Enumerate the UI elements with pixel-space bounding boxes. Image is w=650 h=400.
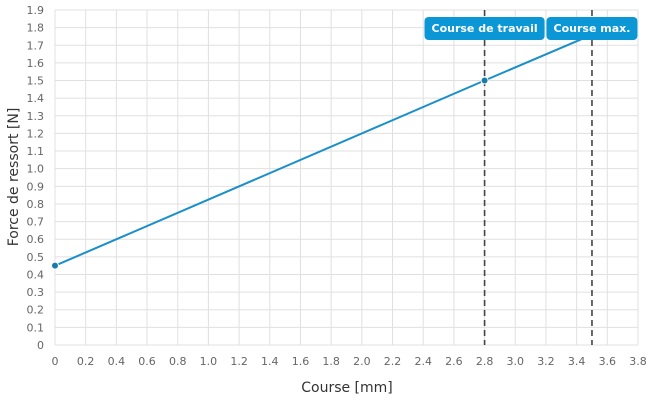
x-tick-label: 0.2 xyxy=(77,355,95,368)
y-tick-label: 1.0 xyxy=(27,163,45,176)
y-tick-label: 1.3 xyxy=(27,110,45,123)
x-tick-label: 3.6 xyxy=(599,355,617,368)
x-tick-label: 3.4 xyxy=(568,355,586,368)
y-tick-label: 1.4 xyxy=(27,92,45,105)
y-tick-label: 0.5 xyxy=(27,251,45,264)
x-tick-label: 2.6 xyxy=(445,355,463,368)
y-tick-label: 1.6 xyxy=(27,57,45,70)
y-tick-label: 0.4 xyxy=(27,268,45,281)
x-tick-label: 2.8 xyxy=(476,355,494,368)
callout: Course max. xyxy=(546,17,638,40)
x-tick-label: 3.8 xyxy=(629,355,647,368)
x-tick-label: 3.0 xyxy=(507,355,525,368)
callout-box xyxy=(424,17,545,40)
y-tick-label: 0.9 xyxy=(27,180,45,193)
y-tick-label: 0.6 xyxy=(27,233,45,246)
grid xyxy=(54,9,639,346)
y-tick-label: 1.7 xyxy=(27,39,45,52)
x-tick-label: 0.8 xyxy=(169,355,187,368)
y-tick-label: 0.2 xyxy=(27,304,45,317)
series xyxy=(51,33,593,270)
y-tick-label: 1.9 xyxy=(27,4,45,17)
data-point xyxy=(51,261,59,270)
x-tick-label: 1.4 xyxy=(261,355,279,368)
x-tick-label: 1.0 xyxy=(200,355,218,368)
y-tick-label: 0 xyxy=(37,339,44,352)
x-tick-label: 1.6 xyxy=(292,355,310,368)
y-tick-label: 1.8 xyxy=(27,22,45,35)
x-tick-label: 0.6 xyxy=(138,355,156,368)
y-tick-label: 1.5 xyxy=(27,75,45,88)
y-tick-label: 1.2 xyxy=(27,127,45,140)
x-tick-label: 1.2 xyxy=(230,355,248,368)
callouts: Course de travail Course max. xyxy=(424,17,638,40)
reference-lines xyxy=(483,10,593,345)
x-tick-label: 3.2 xyxy=(537,355,555,368)
y-tick-label: 0.7 xyxy=(27,216,45,229)
y-axis-ticks: 0 0.1 0.2 0.3 0.4 0.5 0.6 0.7 0.8 0.9 1.0 1.1 1.2 1.3… xyxy=(27,4,45,352)
x-tick-label: 0 xyxy=(52,355,59,368)
y-tick-label: 1.1 xyxy=(27,145,45,158)
x-tick-label: 1.8 xyxy=(322,355,340,368)
y-tick-label: 0.8 xyxy=(27,198,45,211)
x-tick-label: 2.4 xyxy=(414,355,432,368)
series-line xyxy=(54,33,593,267)
x-tick-label: 2.0 xyxy=(353,355,371,368)
data-point xyxy=(480,76,489,85)
callout-label: Course max. xyxy=(554,22,631,35)
x-tick-label: 2.2 xyxy=(384,355,402,368)
x-axis-ticks: 0 0.2 0.4 0.6 0.8 1.0 1.2 1.4 1.6 1.8 2.0 2.2 2.4 2.6… xyxy=(52,355,647,368)
x-axis-title: Course [mm] xyxy=(301,380,393,396)
y-tick-label: 0.3 xyxy=(27,286,45,299)
callout: Course de travail xyxy=(424,17,545,40)
callout-label: Course de travail xyxy=(432,22,538,35)
x-tick-label: 0.4 xyxy=(108,355,126,368)
y-axis-title: Force de ressort [N] xyxy=(6,108,22,247)
callout-box xyxy=(546,17,638,40)
y-tick-label: 0.1 xyxy=(27,321,45,334)
